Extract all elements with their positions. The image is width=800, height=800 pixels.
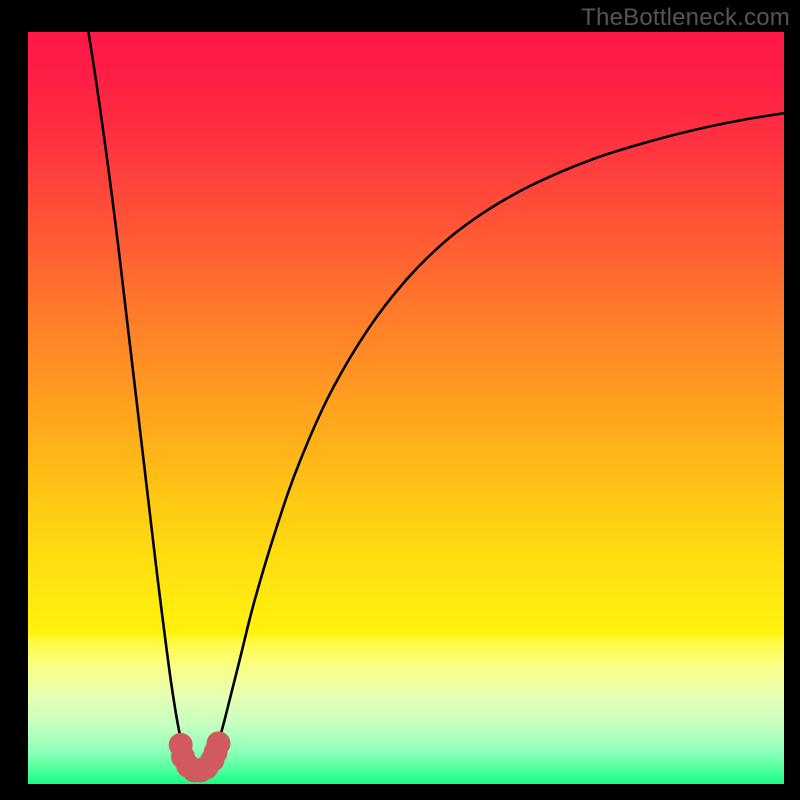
- watermark-text: TheBottleneck.com: [581, 4, 790, 32]
- curve-path: [88, 32, 784, 773]
- plot-area: [28, 32, 784, 784]
- bottleneck-curve: [28, 32, 784, 784]
- figure-root: TheBottleneck.com: [0, 0, 800, 800]
- trough-marker: [203, 740, 227, 764]
